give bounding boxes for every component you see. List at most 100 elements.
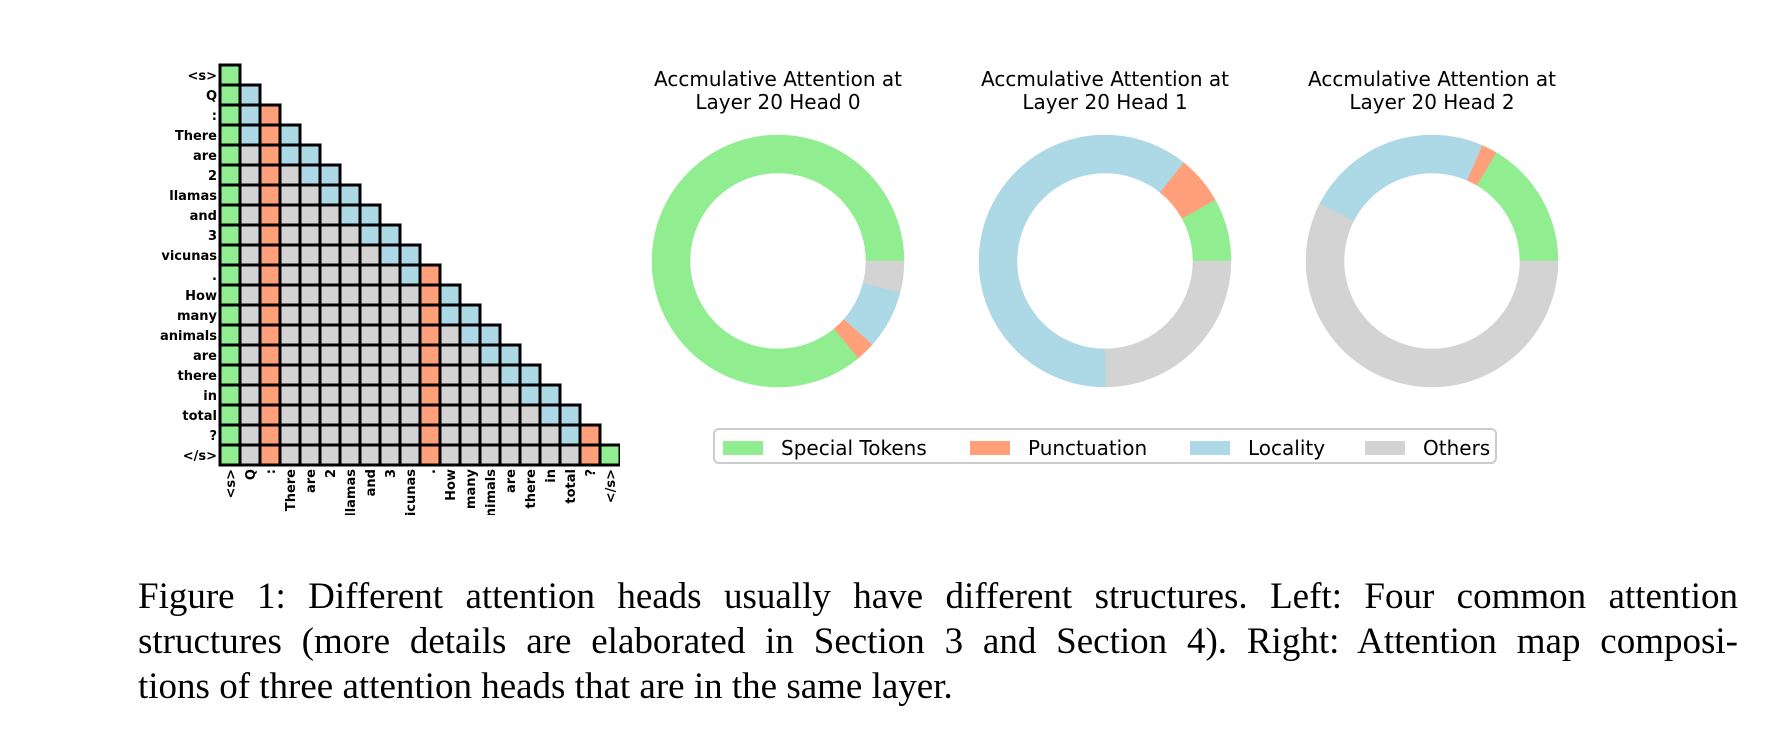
heatmap-cell [418, 323, 442, 347]
heatmap-cell [338, 403, 362, 427]
heatmap-cell [278, 183, 302, 207]
heatmap-cell [438, 363, 462, 387]
heatmap-cell [438, 383, 462, 407]
heatmap-cell [318, 243, 342, 267]
donut-slice-special-tokens [1476, 152, 1559, 262]
heatmap-cell [558, 403, 582, 427]
heatmap-col-label: there [524, 469, 539, 509]
heatmap-cell [218, 163, 242, 187]
heatmap-cell [238, 203, 262, 227]
donut-title-line2: Layer 20 Head 0 [695, 90, 861, 114]
heatmap-cell [238, 423, 262, 447]
heatmap-cell [258, 283, 282, 307]
heatmap-cell [318, 443, 342, 467]
heatmap-cell [358, 243, 382, 267]
heatmap-cell [418, 443, 442, 467]
legend-swatch [723, 441, 763, 455]
heatmap-cell [478, 443, 502, 467]
heatmap-cell [518, 443, 542, 467]
heatmap-cell [218, 343, 242, 367]
heatmap-cell [338, 223, 362, 247]
heatmap-cell [398, 283, 422, 307]
heatmap-cell [238, 143, 262, 167]
heatmap-cell [318, 343, 342, 367]
donut-slice-special-tokens [651, 134, 905, 388]
heatmap-row-label: llamas [169, 189, 217, 204]
heatmap-cell [358, 343, 382, 367]
heatmap-cell [358, 203, 382, 227]
heatmap-row-label: animals [160, 329, 217, 344]
heatmap-col-label: and [364, 469, 379, 496]
heatmap-cell [498, 363, 522, 387]
heatmap-cell [378, 343, 402, 367]
heatmap-cell [498, 443, 522, 467]
heatmap-cell [438, 303, 462, 327]
heatmap-cell [598, 443, 620, 467]
heatmap-cell [278, 303, 302, 327]
heatmap-cell [318, 323, 342, 347]
heatmap-cell [278, 323, 302, 347]
heatmap-cell [458, 323, 482, 347]
heatmap-cell [318, 303, 342, 327]
heatmap-cell [218, 223, 242, 247]
heatmap-cell [218, 423, 242, 447]
donut-slice-locality [978, 134, 1184, 388]
donut-svg [1305, 134, 1559, 388]
heatmap-row-label: are [193, 149, 217, 164]
heatmap-cell [258, 223, 282, 247]
heatmap-cell [338, 203, 362, 227]
heatmap-cell [478, 343, 502, 367]
heatmap-cell [298, 323, 322, 347]
heatmap-cell [218, 183, 242, 207]
heatmap-row-label: Q [206, 89, 217, 104]
heatmap-cell [218, 363, 242, 387]
heatmap-cell [258, 203, 282, 227]
heatmap-cell [258, 423, 282, 447]
heatmap-cell [318, 163, 342, 187]
heatmap-cell [418, 383, 442, 407]
heatmap-cell [358, 403, 382, 427]
heatmap-cell [338, 323, 362, 347]
heatmap-cell [258, 303, 282, 327]
heatmap-col-label: 3 [384, 469, 399, 478]
heatmap-cell [518, 403, 542, 427]
donut-title-line2: Layer 20 Head 2 [1349, 90, 1515, 114]
heatmap-row-label: vicunas [161, 249, 217, 264]
heatmap-cell [238, 223, 262, 247]
heatmap-cell [218, 323, 242, 347]
heatmap-cell [438, 283, 462, 307]
heatmap-cell [378, 383, 402, 407]
heatmap-cell [438, 423, 462, 447]
heatmap-cell [378, 403, 402, 427]
heatmap-cell [338, 423, 362, 447]
heatmap-cell [238, 343, 262, 367]
heatmap-cell [238, 163, 262, 187]
heatmap-row-label: </s> [183, 449, 217, 464]
heatmap-cell [238, 283, 262, 307]
heatmap-cell [498, 403, 522, 427]
heatmap-cell [418, 343, 442, 367]
heatmap-cell [318, 403, 342, 427]
heatmap-col-label: are [304, 469, 319, 493]
heatmap-row-label: How [185, 289, 217, 304]
heatmap-cell [558, 423, 582, 447]
heatmap-cell [238, 443, 262, 467]
heatmap-cell [258, 143, 282, 167]
heatmap-cell [478, 363, 502, 387]
heatmap-cell [278, 143, 302, 167]
heatmap-cell [258, 263, 282, 287]
heatmap-cell [318, 203, 342, 227]
heatmap-cell [218, 103, 242, 127]
heatmap-cell [438, 403, 462, 427]
heatmap-cell [298, 223, 322, 247]
heatmap-cell [358, 443, 382, 467]
legend-label: Others [1423, 436, 1491, 460]
heatmap-cell [258, 343, 282, 367]
heatmap-cell [218, 403, 242, 427]
heatmap-cell [438, 343, 462, 367]
heatmap-cell [338, 183, 362, 207]
heatmap-cell [298, 343, 322, 367]
heatmap-cell [378, 443, 402, 467]
heatmap-cell [258, 363, 282, 387]
legend-item-punctuation: Punctuation [970, 436, 1147, 460]
